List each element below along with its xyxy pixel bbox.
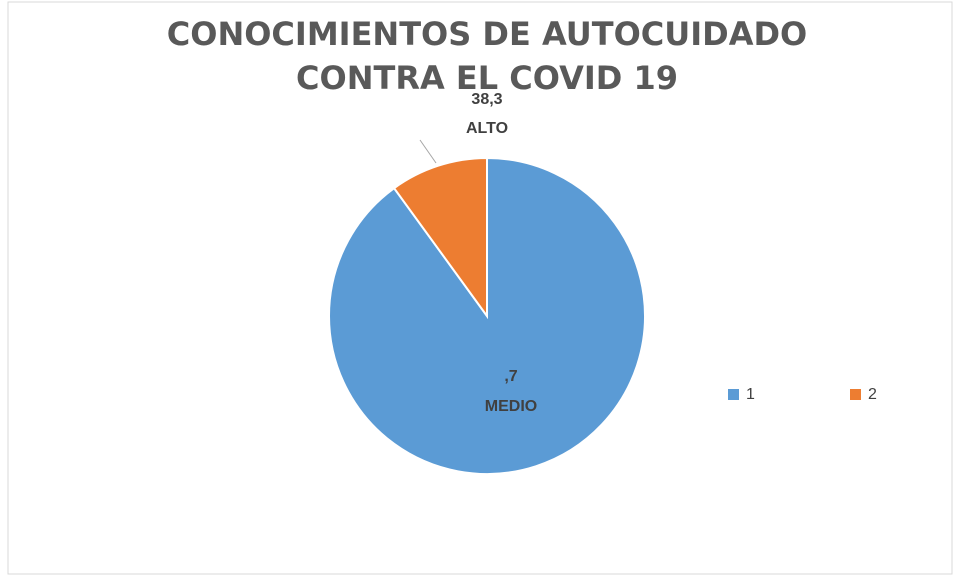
data-label: 38,3 <box>471 91 502 108</box>
legend-swatch <box>850 389 861 400</box>
chart-title: CONOCIMIENTOS DE AUTOCUIDADO CONTRA EL C… <box>166 15 808 97</box>
leader-line <box>419 139 437 164</box>
legend-label: 2 <box>868 386 877 403</box>
pie-slice <box>392 156 488 320</box>
legend-label: 1 <box>746 386 755 403</box>
legend-swatch <box>728 389 739 400</box>
data-label-name: ALTO <box>466 120 508 137</box>
chart-border <box>7 1 953 575</box>
data-label: ,7 <box>504 368 517 385</box>
data-label-name: MEDIO <box>485 398 537 415</box>
